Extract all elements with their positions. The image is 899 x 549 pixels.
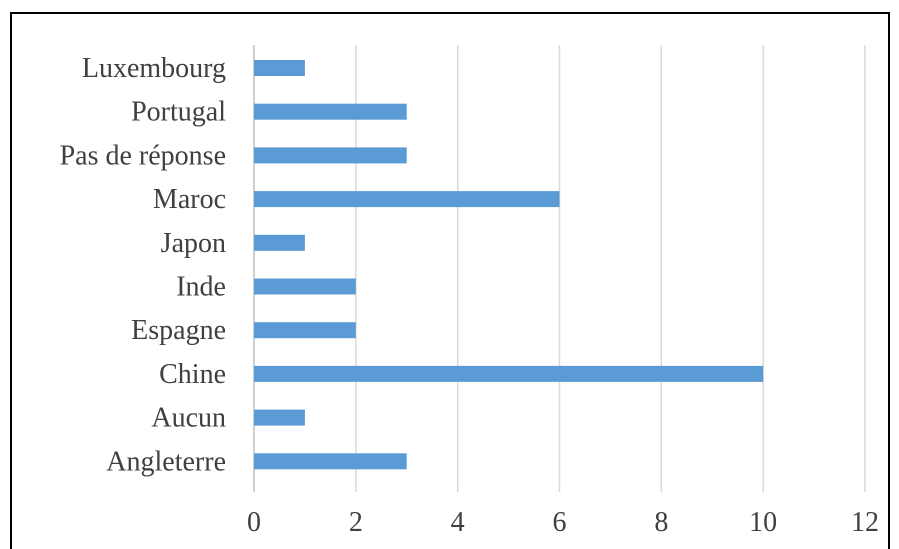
category-label: Angleterre: [106, 446, 226, 477]
category-label: Espagne: [131, 315, 226, 346]
x-tick-label: 6: [553, 507, 567, 538]
category-label: Inde: [176, 272, 226, 303]
bar: [254, 322, 356, 339]
bar: [254, 365, 764, 382]
bar: [254, 278, 356, 295]
x-tick-label: 0: [247, 507, 261, 538]
category-label: Pas de réponse: [60, 140, 226, 171]
bar: [254, 103, 407, 120]
x-tick-label: 12: [851, 507, 879, 538]
x-tick-label: 4: [451, 507, 465, 538]
category-label: Chine: [159, 359, 226, 390]
category-labels: Luxembourg Portugal Pas de réponse Maroc Jap…: [60, 53, 227, 477]
bar: [254, 234, 305, 251]
category-label: Portugal: [131, 97, 226, 128]
x-tick-label: 2: [349, 507, 363, 538]
bar: [254, 409, 305, 426]
bar: [254, 60, 305, 76]
bar: [254, 191, 560, 208]
x-axis-ticks: 0 2 4 6 8 10 12: [247, 507, 879, 538]
bars: [254, 60, 764, 470]
category-label: Aucun: [151, 403, 226, 434]
category-label: Japon: [161, 228, 226, 259]
category-label: Maroc: [153, 184, 226, 215]
bar: [254, 453, 407, 470]
category-label: Luxembourg: [82, 53, 226, 84]
x-tick-label: 10: [749, 507, 777, 538]
x-tick-label: 8: [654, 507, 668, 538]
bar: [254, 147, 407, 164]
chart-frame: [10, 12, 890, 549]
